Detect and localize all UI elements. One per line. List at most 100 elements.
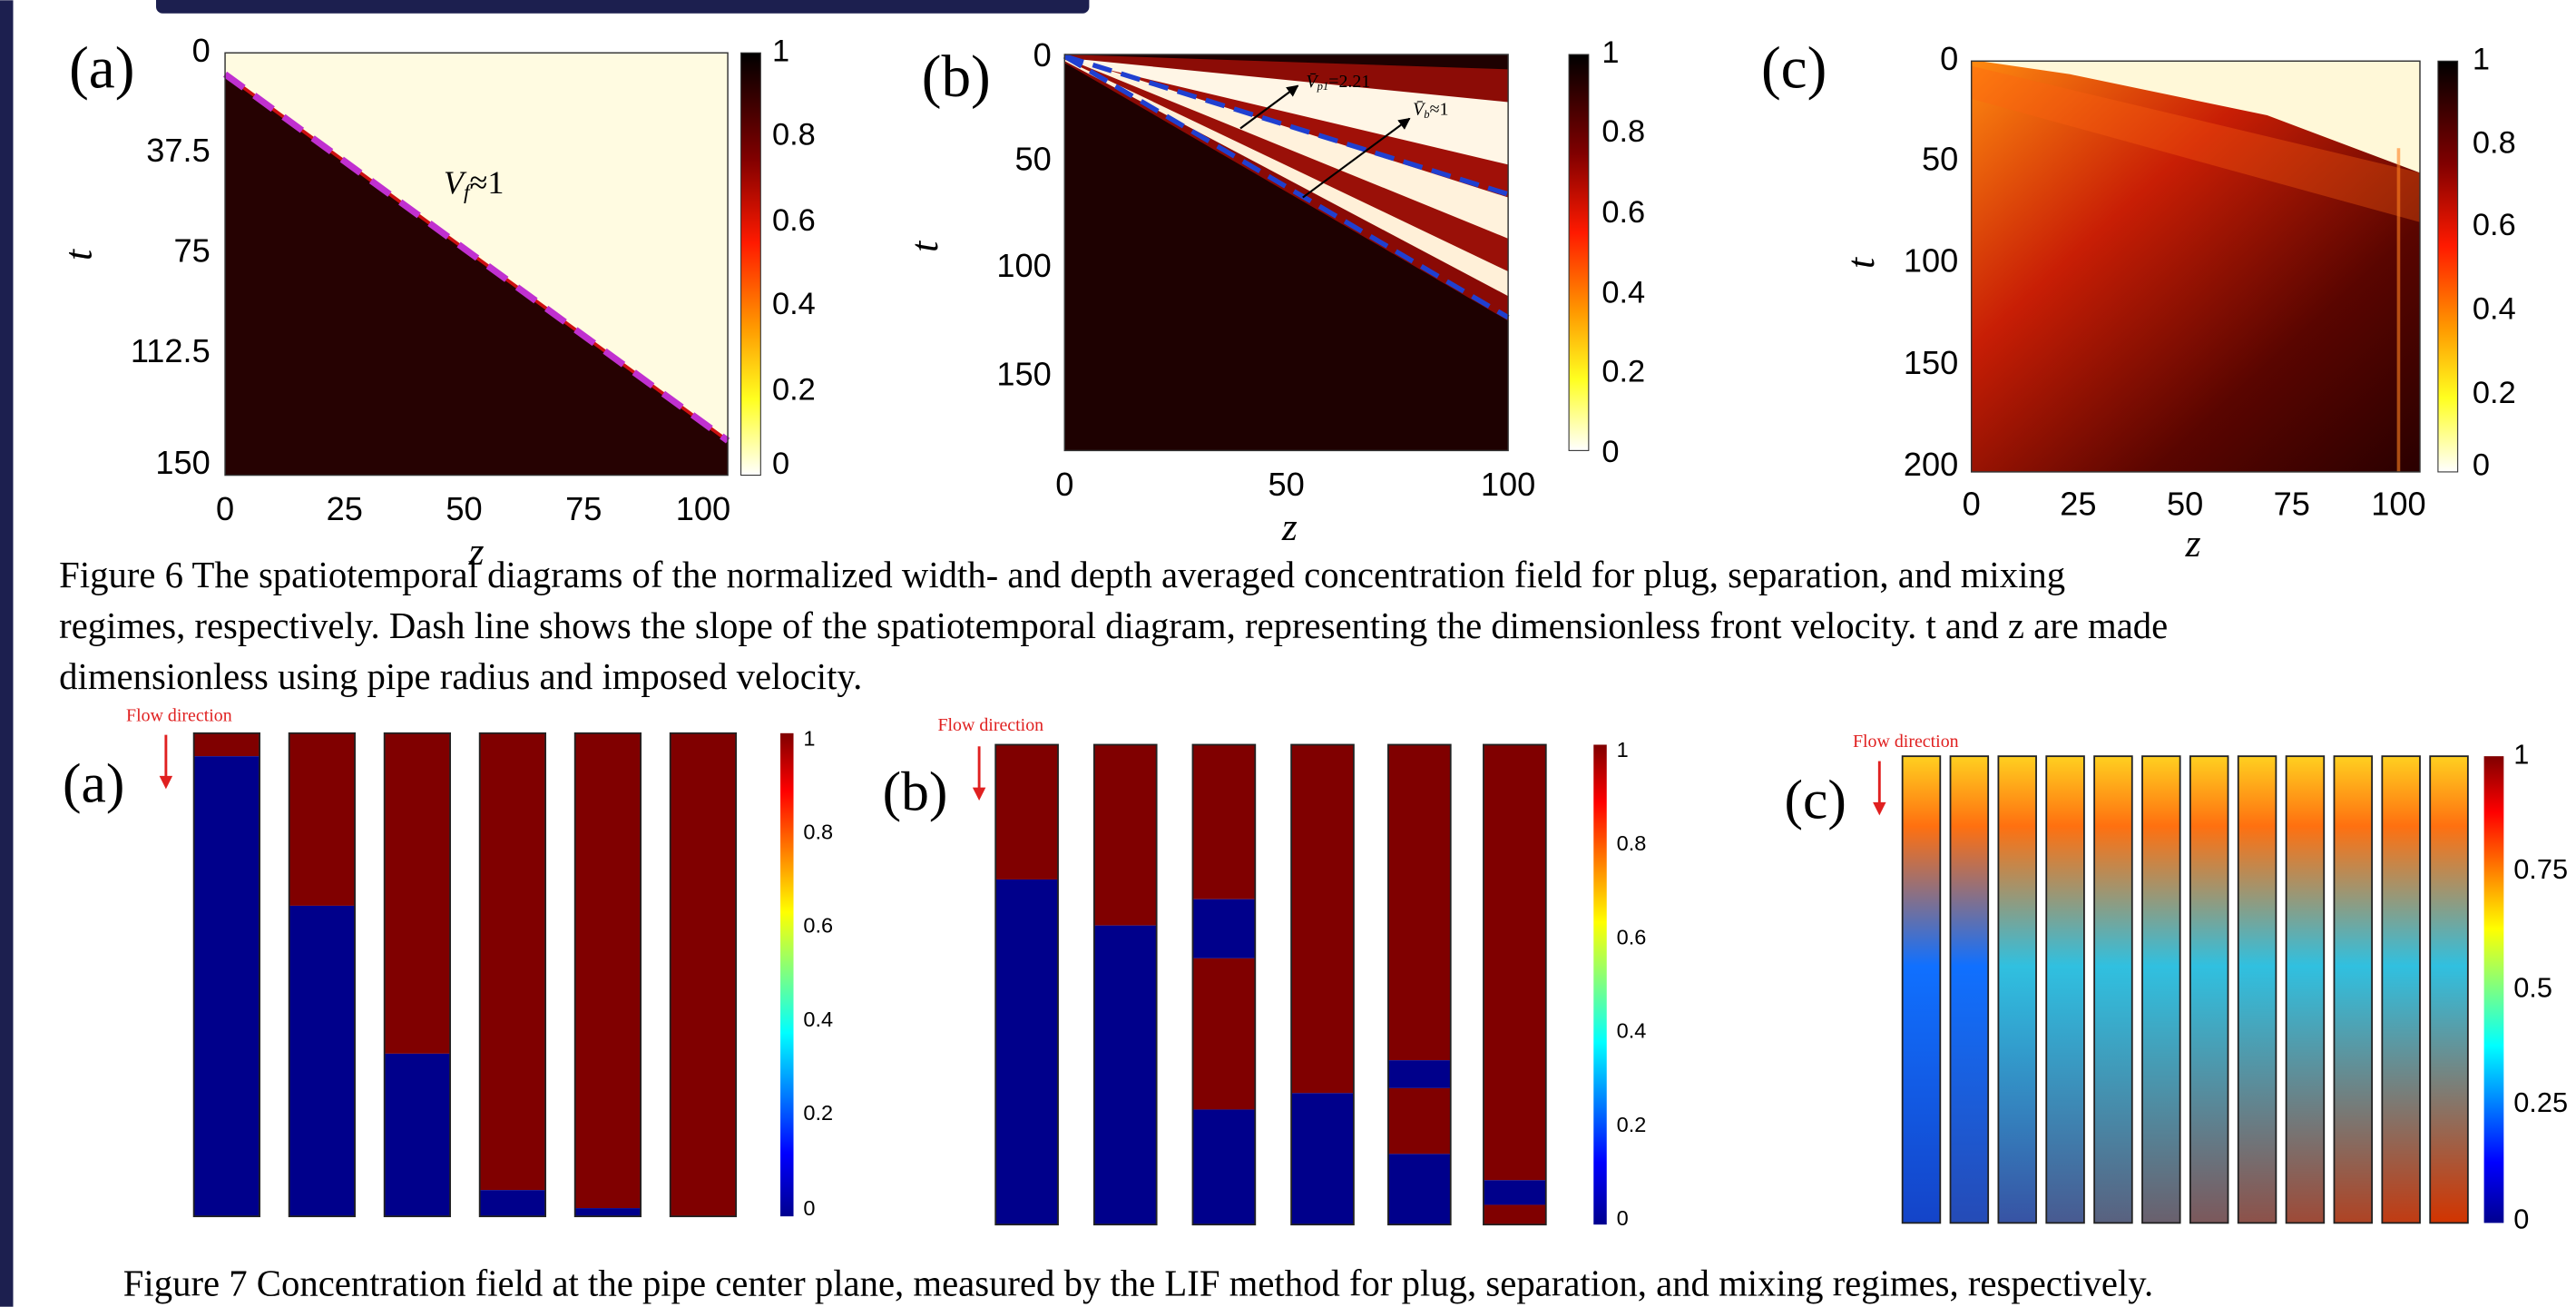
pipe-segment — [2189, 756, 2228, 1223]
colorbar-tick-label: 0 — [803, 1196, 815, 1220]
colorbar-tick-label: 0.2 — [803, 1101, 833, 1125]
pipe-segment — [193, 756, 260, 1217]
pipe-frame — [1483, 743, 1547, 1226]
pipe-frame — [2189, 755, 2229, 1224]
pipe-segment — [995, 879, 1059, 1225]
y-tick-label: 0 — [1940, 40, 1958, 77]
flow-label: Flow direction — [126, 705, 232, 725]
y-tick-label: 50 — [1014, 140, 1051, 177]
pipe-segment — [1387, 1087, 1451, 1155]
pipe-segment — [574, 732, 642, 1209]
x-tick-label: 0 — [1963, 486, 1981, 523]
caption-line: dimensionless using pipe radius and impo… — [59, 656, 862, 697]
flow-arrow-head — [972, 787, 986, 801]
pipe-frame — [1092, 743, 1158, 1226]
pipe-segment — [2382, 756, 2420, 1223]
pipe-segment — [479, 1190, 546, 1217]
colorbar-tick-label: 0.6 — [2473, 208, 2516, 242]
pipe-frame — [1901, 755, 1942, 1224]
pipe-frame — [2381, 755, 2421, 1224]
annotation-symbol: V — [444, 164, 467, 201]
flow-arrow-head — [1873, 801, 1886, 816]
colorbar-tick-label: 0.8 — [1617, 831, 1647, 855]
annotation: V̄p1=2.21 — [1306, 71, 1370, 93]
colorbar-tick-label: 0 — [772, 447, 789, 481]
panel-label: (a) — [69, 36, 134, 102]
top-bar — [156, 0, 1090, 14]
colorbar — [2483, 756, 2504, 1223]
annotation: Vf≈1 — [444, 164, 504, 204]
colorbar-tick-label: 1 — [2513, 738, 2529, 770]
pipe-segment — [1192, 1109, 1256, 1225]
panel-label: (b) — [922, 44, 991, 110]
pipe-frame — [383, 732, 452, 1218]
annotation-symbol: V̄ — [1306, 71, 1319, 91]
pipe-segment — [2046, 756, 2084, 1223]
y-tick-label: 100 — [1904, 242, 1958, 280]
colorbar-tick-label: 0.2 — [1601, 354, 1645, 388]
heatmap-c — [1970, 60, 2421, 473]
pipe-segment — [289, 905, 356, 1217]
x-tick-label: 100 — [2371, 486, 2425, 523]
y-tick-label: 200 — [1904, 446, 1958, 483]
pipe-frame — [2093, 755, 2133, 1224]
y-tick-label: 50 — [1922, 140, 1958, 177]
axis-label: t — [1839, 257, 1883, 269]
y-tick-label: 150 — [1904, 344, 1958, 381]
colorbar-tick-label: 0.6 — [772, 203, 816, 238]
colorbar-tick-label: 1 — [803, 726, 815, 750]
colorbar — [2437, 60, 2459, 473]
colorbar-tick-label: 0.2 — [2473, 376, 2516, 410]
pipe-frame — [2429, 755, 2469, 1224]
pipe-segment — [479, 732, 546, 1191]
colorbar-tick-label: 0.4 — [803, 1007, 833, 1031]
colorbar — [740, 52, 761, 477]
axis-label: z — [1281, 506, 1298, 549]
pipe-segment — [2142, 756, 2180, 1223]
colorbar-tick-label: 0.4 — [772, 287, 816, 321]
left-bar — [0, 0, 14, 1307]
pipe-segment — [1192, 958, 1256, 1110]
y-tick-label: 0 — [192, 32, 211, 69]
annotation: V̄b≈1 — [1413, 99, 1448, 121]
axis-label: z — [468, 530, 485, 574]
colorbar-tick-label: 0 — [2473, 448, 2490, 483]
pipe-segment — [1192, 744, 1256, 899]
pipe-frame — [288, 732, 356, 1218]
pipe-frame — [192, 732, 260, 1218]
pipe-frame — [1290, 743, 1355, 1226]
pipe-images — [192, 732, 2469, 1226]
pipe-segment — [2430, 756, 2468, 1223]
pipe-segment — [1387, 1060, 1451, 1088]
colorbar-tick-label: 0.6 — [1601, 195, 1645, 230]
y-tick-label: 150 — [155, 444, 210, 481]
colorbar-tick-label: 0.2 — [772, 372, 816, 407]
annotation-symbol: V̄ — [1413, 99, 1426, 119]
caption-line: Figure 6 The spatiotemporal diagrams of … — [59, 555, 2065, 595]
colorbar-tick-label: 0.6 — [1617, 925, 1647, 948]
pipe-frame — [1949, 755, 1990, 1224]
pipe-frame — [2237, 755, 2277, 1224]
x-tick-label: 75 — [2274, 486, 2310, 523]
pipe-segment — [1998, 756, 2037, 1223]
annotation-subscript: b — [1424, 108, 1429, 121]
pipe-segment — [2286, 756, 2325, 1223]
pipe-frame — [669, 732, 738, 1218]
pipe-frame — [2141, 755, 2181, 1224]
colorbar-tick-label: 0.4 — [2473, 292, 2516, 327]
colorbar-tick-label: 0.25 — [2513, 1086, 2568, 1118]
axis-label: t — [903, 241, 946, 252]
colorbar-tick-label: 1 — [1601, 35, 1619, 70]
caption-line: regimes, respectively. Dash line shows t… — [59, 605, 2168, 646]
colorbar-tick-label: 0 — [1617, 1206, 1629, 1230]
colorbar-tick-label: 0.4 — [1617, 1019, 1647, 1043]
x-tick-label: 50 — [2167, 486, 2203, 523]
colorbar-tick-label: 1 — [1617, 738, 1629, 762]
pipe-segment — [193, 732, 260, 757]
pipe-frame — [1997, 755, 2037, 1224]
pipe-frame — [994, 743, 1059, 1226]
x-tick-label: 100 — [676, 490, 730, 527]
colorbar-tick-label: 0.4 — [1601, 275, 1645, 310]
x-tick-label: 100 — [1481, 466, 1535, 503]
colorbar-tick-label: 1 — [772, 34, 789, 68]
